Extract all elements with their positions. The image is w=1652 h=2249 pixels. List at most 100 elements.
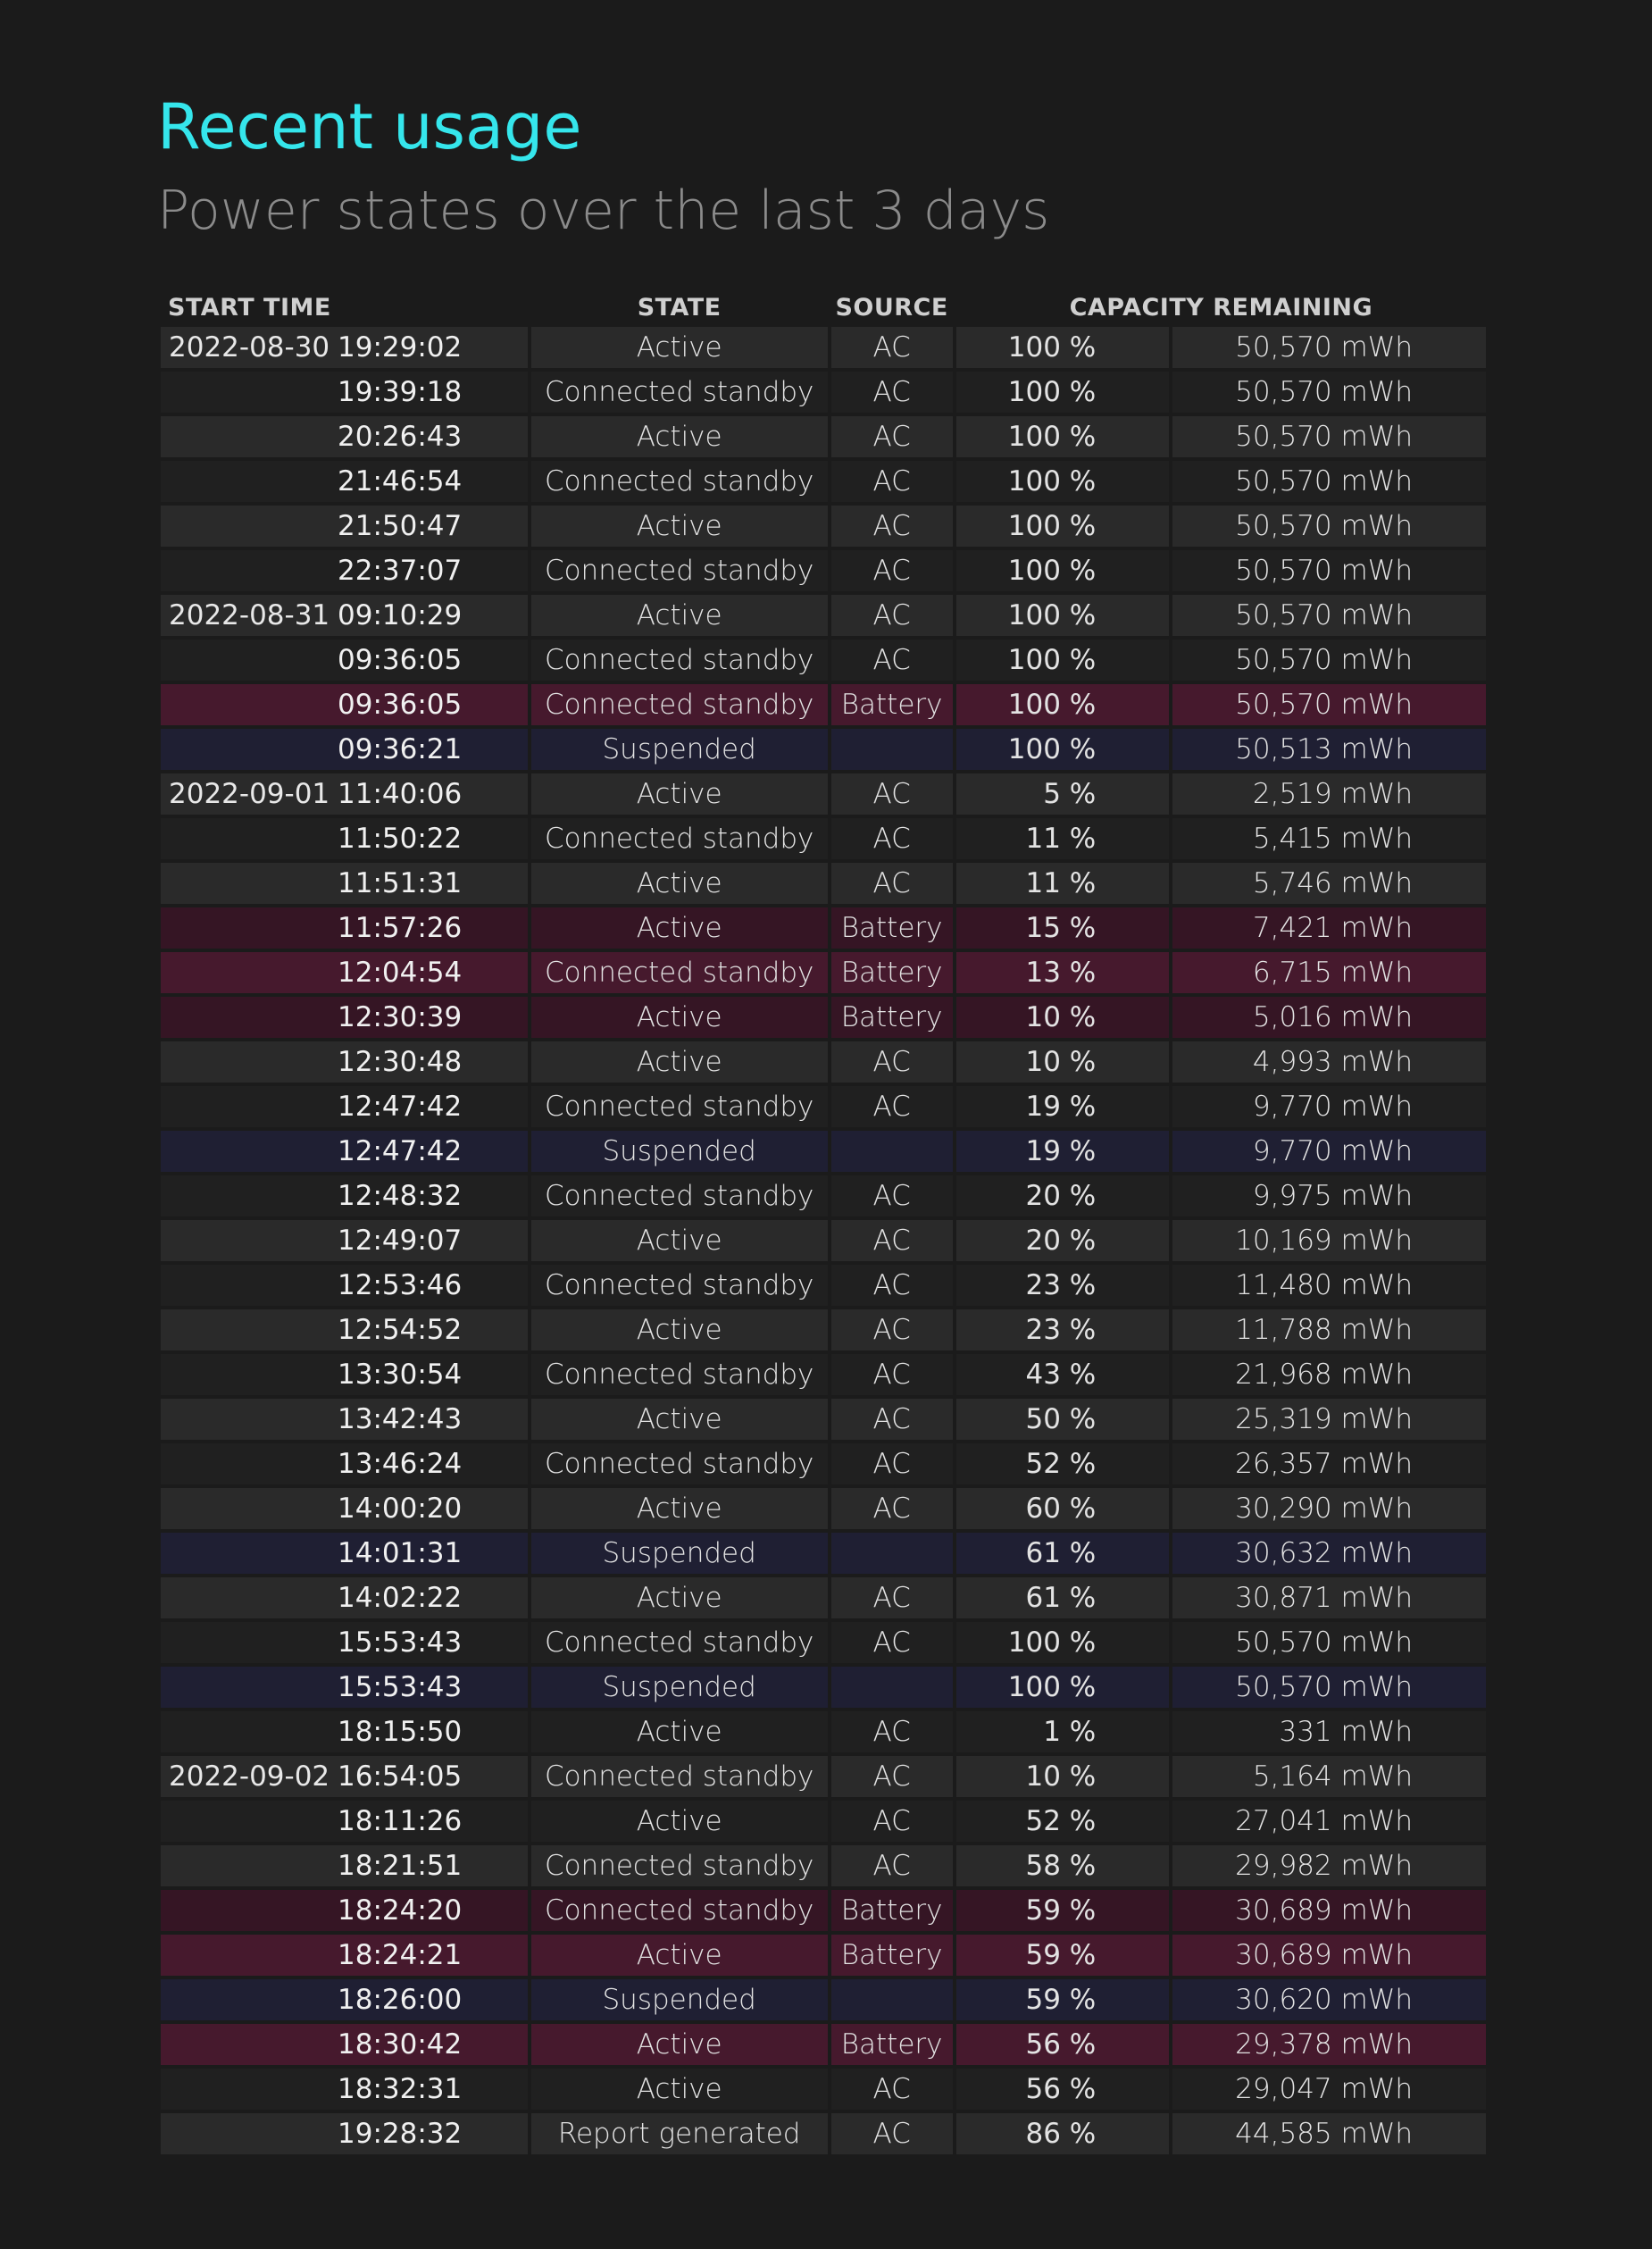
cell-state: Connected standby — [530, 1890, 828, 1931]
cell-capacity-percent: 100 % — [955, 729, 1170, 770]
cell-capacity-mwh: 11,480 mWh — [1172, 1265, 1486, 1306]
row-time: 19:28:32 — [338, 2118, 463, 2150]
table-row: 11:57:26 Active Battery 15 % 7,421 mWh — [161, 907, 1486, 949]
cell-capacity-percent: 10 % — [955, 997, 1170, 1038]
cell-state: Active — [530, 997, 828, 1038]
cell-capacity-mwh: 30,689 mWh — [1172, 1890, 1486, 1931]
cell-capacity-percent: 43 % — [955, 1354, 1170, 1395]
cell-state: Connected standby — [530, 952, 828, 993]
cell-state: Connected standby — [530, 461, 828, 502]
cell-capacity-percent: 60 % — [955, 1488, 1170, 1529]
table-row: 21:50:47 Active AC 100 % 50,570 mWh — [161, 506, 1486, 547]
row-time: 18:21:51 — [338, 1850, 463, 1882]
cell-state: Connected standby — [530, 818, 828, 859]
column-header-state: STATE — [637, 294, 722, 322]
cell-capacity-percent: 100 % — [955, 595, 1170, 636]
row-time: 12:30:48 — [338, 1046, 463, 1078]
table-row: 21:46:54 Connected standby AC 100 % 50,570 m… — [161, 461, 1486, 502]
cell-start-time: 09:36:05 — [161, 684, 528, 725]
cell-start-time: 18:24:21 — [161, 1935, 528, 1976]
cell-start-time: 12:53:46 — [161, 1265, 528, 1306]
cell-source: AC — [830, 595, 953, 636]
cell-capacity-mwh: 6,715 mWh — [1172, 952, 1486, 993]
cell-source: AC — [830, 1488, 953, 1529]
cell-state: Connected standby — [530, 372, 828, 413]
cell-source: AC — [830, 2069, 953, 2110]
table-row: 12:47:42 Connected standby AC 19 % 9,770 mWh — [161, 1086, 1486, 1127]
row-time: 18:15:50 — [338, 1716, 463, 1748]
cell-source: AC — [830, 1354, 953, 1395]
table-row: 12:54:52 Active AC 23 % 11,788 mWh — [161, 1309, 1486, 1350]
table-row: 18:24:21 Active Battery 59 % 30,689 mWh — [161, 1935, 1486, 1976]
cell-start-time: 14:01:31 — [161, 1533, 528, 1574]
row-time: 12:49:07 — [338, 1225, 463, 1257]
cell-start-time: 09:36:21 — [161, 729, 528, 770]
cell-start-time: 18:32:31 — [161, 2069, 528, 2110]
row-time: 18:11:26 — [338, 1805, 463, 1837]
row-time: 13:30:54 — [338, 1359, 463, 1391]
table-row: 11:51:31 Active AC 11 % 5,746 mWh — [161, 863, 1486, 904]
cell-state: Suspended — [530, 1979, 828, 2020]
cell-source: AC — [830, 1175, 953, 1216]
cell-state: Suspended — [530, 1131, 828, 1172]
cell-state: Active — [530, 863, 828, 904]
cell-capacity-mwh: 29,047 mWh — [1172, 2069, 1486, 2110]
cell-source: AC — [830, 1845, 953, 1886]
cell-start-time: 18:24:20 — [161, 1890, 528, 1931]
cell-capacity-mwh: 30,689 mWh — [1172, 1935, 1486, 1976]
table-row: 2022-08-31 09:10:29 Active AC 100 % 50,570 mW… — [161, 595, 1486, 636]
cell-capacity-percent: 100 % — [955, 327, 1170, 368]
cell-start-time: 13:46:24 — [161, 1443, 528, 1484]
recent-usage-table: START TIME STATE SOURCE CAPACITY REMAINI… — [157, 279, 1489, 2158]
cell-capacity-mwh: 9,770 mWh — [1172, 1086, 1486, 1127]
table-row: 18:15:50 Active AC 1 % 331 mWh — [161, 1711, 1486, 1752]
cell-capacity-percent: 58 % — [955, 1845, 1170, 1886]
row-time: 21:46:54 — [338, 465, 463, 497]
cell-start-time: 13:30:54 — [161, 1354, 528, 1395]
cell-capacity-percent: 15 % — [955, 907, 1170, 949]
cell-source: AC — [830, 1041, 953, 1083]
row-time: 12:53:46 — [338, 1269, 463, 1301]
cell-capacity-percent: 100 % — [955, 372, 1170, 413]
cell-start-time: 11:57:26 — [161, 907, 528, 949]
cell-state: Connected standby — [530, 1086, 828, 1127]
cell-state: Report generated — [530, 2113, 828, 2154]
cell-start-time: 12:30:39 — [161, 997, 528, 1038]
row-time: 19:29:02 — [338, 331, 463, 364]
cell-start-time: 2022-09-01 11:40:06 — [161, 773, 528, 815]
row-time: 18:32:31 — [338, 2073, 463, 2105]
table-row: 18:21:51 Connected standby AC 58 % 29,982 mW… — [161, 1845, 1486, 1886]
row-time: 13:46:24 — [338, 1448, 463, 1480]
cell-capacity-percent: 100 % — [955, 684, 1170, 725]
cell-source: AC — [830, 461, 953, 502]
cell-source: AC — [830, 640, 953, 681]
cell-source: AC — [830, 1399, 953, 1440]
row-time: 18:24:20 — [338, 1894, 463, 1927]
cell-capacity-percent: 100 % — [955, 461, 1170, 502]
table-row: 13:30:54 Connected standby AC 43 % 21,968 mW… — [161, 1354, 1486, 1395]
cell-state: Connected standby — [530, 640, 828, 681]
row-time: 22:37:07 — [338, 555, 463, 587]
cell-capacity-mwh: 50,570 mWh — [1172, 595, 1486, 636]
cell-capacity-percent: 13 % — [955, 952, 1170, 993]
cell-capacity-percent: 56 % — [955, 2069, 1170, 2110]
row-time: 15:53:43 — [338, 1671, 463, 1703]
cell-capacity-percent: 100 % — [955, 550, 1170, 591]
cell-capacity-percent: 20 % — [955, 1175, 1170, 1216]
cell-start-time: 2022-09-02 16:54:05 — [161, 1756, 528, 1797]
table-row: 12:48:32 Connected standby AC 20 % 9,975 mWh — [161, 1175, 1486, 1216]
cell-state: Active — [530, 1399, 828, 1440]
row-time: 11:50:22 — [338, 823, 463, 855]
cell-capacity-mwh: 10,169 mWh — [1172, 1220, 1486, 1261]
cell-start-time: 14:00:20 — [161, 1488, 528, 1529]
cell-capacity-percent: 59 % — [955, 1979, 1170, 2020]
cell-state: Connected standby — [530, 684, 828, 725]
row-time: 09:10:29 — [338, 599, 463, 631]
cell-source: AC — [830, 1086, 953, 1127]
cell-capacity-percent: 10 % — [955, 1756, 1170, 1797]
row-time: 18:30:42 — [338, 2028, 463, 2061]
cell-source: Battery — [830, 997, 953, 1038]
column-header-capacity-remaining: CAPACITY REMAINING — [1069, 294, 1373, 322]
cell-capacity-percent: 61 % — [955, 1577, 1170, 1618]
cell-state: Suspended — [530, 1533, 828, 1574]
